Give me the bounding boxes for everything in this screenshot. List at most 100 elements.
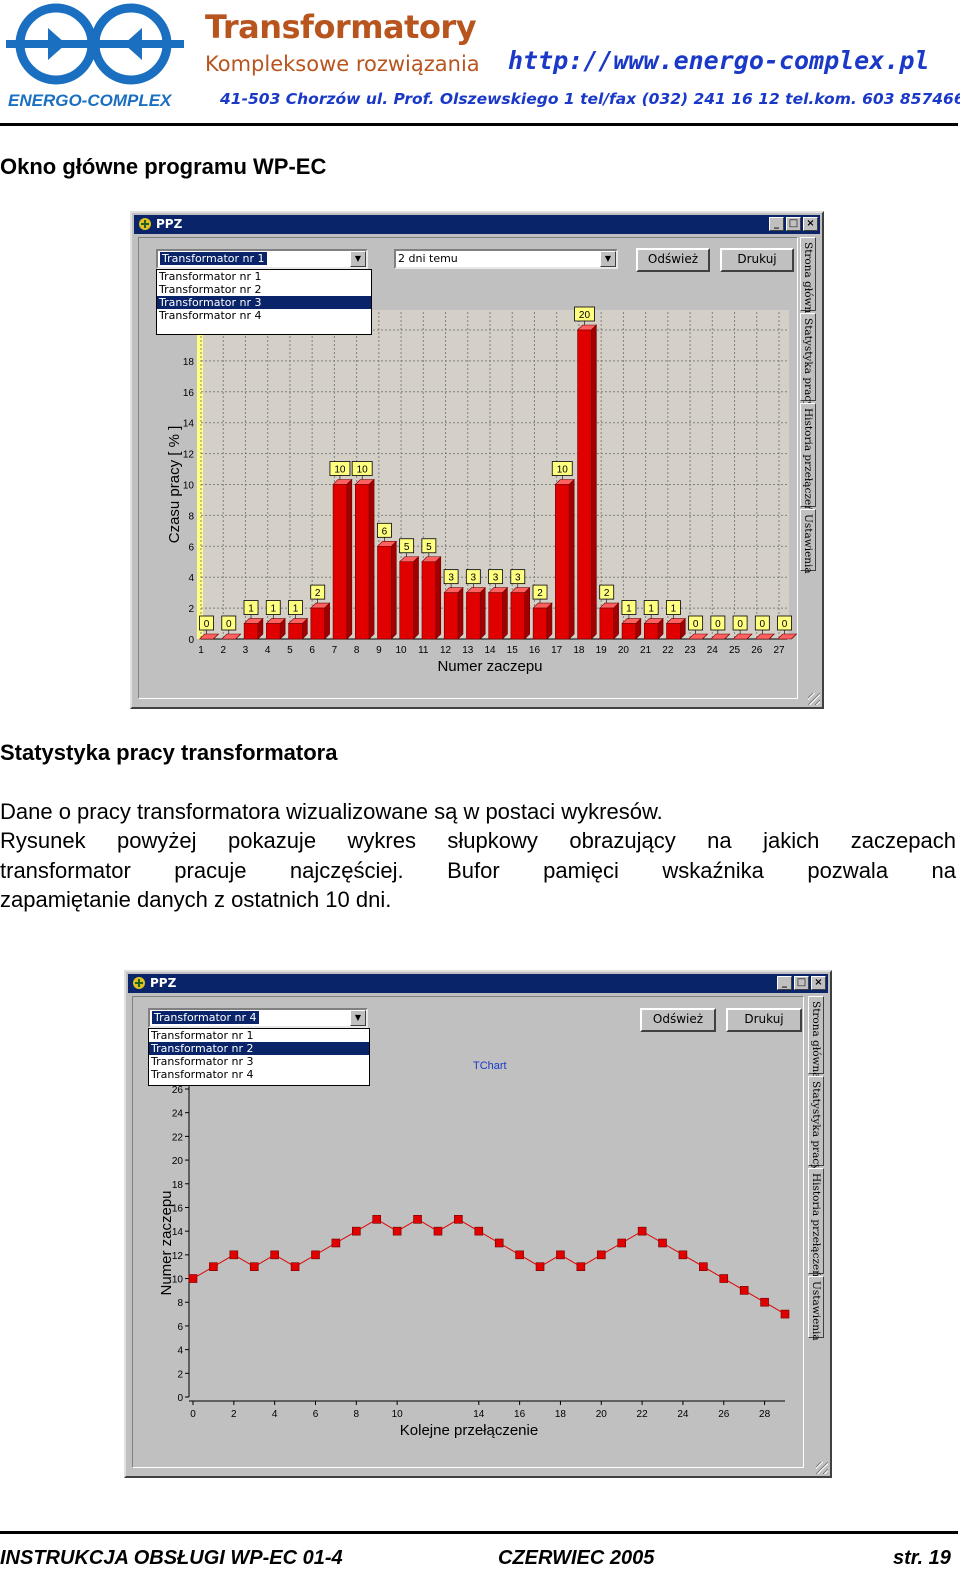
data-label-box — [377, 522, 392, 538]
tab-settings[interactable]: Ustawienia — [800, 509, 816, 574]
tab-history[interactable]: Historia przełączeń — [800, 403, 816, 512]
tab-label: Historia przełączeń — [810, 1173, 822, 1277]
tab-statistics[interactable]: Statystyka pracy — [808, 1076, 824, 1170]
close-button[interactable]: × — [803, 217, 818, 231]
x-tick-label: 1 — [198, 645, 204, 656]
y-tick-label: 14 — [183, 419, 195, 430]
ppz-window-statistics: PPZ _ □ × 024681012141618201234567891011… — [130, 211, 824, 709]
dropdown-item[interactable]: Transformator nr 2 — [149, 1042, 369, 1055]
tab-history[interactable]: Historia przełączeń — [808, 1168, 824, 1277]
data-point — [433, 1226, 443, 1236]
bar — [510, 592, 525, 640]
data-label-box — [643, 600, 659, 615]
bar — [266, 623, 281, 640]
bar-side — [235, 633, 241, 640]
window-titlebar: PPZ _ □ × — [134, 215, 820, 234]
chevron-down-icon[interactable]: ▼ — [600, 251, 616, 267]
bar — [643, 623, 659, 640]
data-label-box — [488, 569, 503, 585]
print-button[interactable]: Drukuj — [720, 248, 794, 272]
bar-side — [502, 586, 508, 640]
x-tick-label: 3 — [243, 645, 249, 656]
data-point — [576, 1262, 586, 1271]
x-tick-label: 10 — [392, 1409, 404, 1420]
bar — [399, 561, 414, 640]
y-tick-label: 4 — [177, 1346, 183, 1357]
bar-side — [546, 602, 553, 640]
data-label-box — [732, 615, 748, 631]
x-tick-label: 21 — [640, 645, 652, 656]
data-point — [249, 1262, 259, 1271]
y-tick-label: 10 — [183, 481, 195, 492]
x-tick-label: 16 — [529, 645, 541, 656]
data-label-box — [465, 569, 481, 585]
dropdown-item[interactable]: Transformator nr 3 — [157, 296, 371, 309]
transformer-select[interactable]: Transformator nr 1 ▼ — [156, 249, 368, 269]
tab-home[interactable]: Strona główna — [808, 996, 824, 1079]
chevron-down-icon[interactable]: ▼ — [350, 1010, 366, 1026]
data-point — [658, 1238, 667, 1248]
bar-chart: 0246810121416182012345678910111213141516… — [166, 306, 797, 675]
bar — [354, 484, 370, 640]
data-label-box — [443, 569, 459, 585]
resize-grip[interactable] — [816, 1462, 828, 1474]
x-tick-label: 7 — [332, 645, 338, 656]
bar — [421, 561, 437, 640]
bar-side — [568, 478, 575, 640]
bar-side — [368, 478, 375, 640]
period-select[interactable]: 2 dni temu ▼ — [394, 249, 618, 269]
website-link[interactable]: http://www.energo-complex.pl — [508, 46, 930, 75]
data-label: 0 — [760, 619, 766, 630]
data-label-box — [777, 615, 792, 631]
transformer-select[interactable]: Transformator nr 4 ▼ — [148, 1008, 368, 1028]
close-button[interactable]: × — [811, 976, 826, 990]
bar — [243, 623, 259, 640]
data-label: 0 — [715, 619, 721, 630]
y-tick-label: 6 — [188, 542, 194, 553]
x-tick-label: 18 — [555, 1409, 567, 1420]
bar-side — [413, 556, 419, 640]
x-tick-label: 20 — [618, 645, 630, 656]
resize-grip[interactable] — [808, 693, 820, 705]
minimize-button[interactable]: _ — [769, 217, 784, 231]
dropdown-item[interactable]: Transformator nr 4 — [151, 1068, 254, 1081]
dropdown-item[interactable]: Transformator nr 3 — [151, 1055, 254, 1068]
tab-home[interactable]: Strona główna — [800, 237, 816, 320]
company-address: 41-503 Chorzów ul. Prof. Olszewskiego 1 … — [220, 90, 960, 108]
dropdown-item[interactable]: Transformator nr 1 — [151, 1029, 254, 1042]
y-tick-label: 16 — [172, 1203, 184, 1214]
chevron-down-icon[interactable]: ▼ — [350, 251, 366, 267]
tab-statistics[interactable]: Statystyka pracy — [800, 313, 816, 407]
tab-settings[interactable]: Ustawienia — [808, 1276, 824, 1341]
series-line — [192, 1218, 786, 1315]
dropdown-item[interactable]: Transformator nr 1 — [159, 270, 262, 283]
maximize-button[interactable]: □ — [794, 976, 809, 990]
refresh-button[interactable]: Odśwież — [636, 248, 710, 272]
dropdown-item[interactable]: Transformator nr 2 — [159, 283, 262, 296]
paragraph-line: Rysunek powyżej pokazuje wykres słupkowy… — [0, 828, 956, 853]
ppz-window-history: PPZ _ □ × TChart 0 2 4 6 8 10 12 14 16 18 20 22 24 26 0… — [124, 970, 832, 1478]
y-tick-label: 10 — [172, 1275, 184, 1286]
app-icon — [133, 977, 145, 989]
x-tick-label: 23 — [685, 645, 697, 656]
y-tick-label: 8 — [177, 1298, 183, 1309]
bar-side — [769, 633, 775, 640]
minimize-button[interactable]: _ — [777, 976, 792, 990]
refresh-button[interactable]: Odśwież — [640, 1008, 716, 1032]
energo-complex-logo: ENERGO-COMPLEX — [6, 3, 184, 110]
y-tick-label: 4 — [188, 573, 194, 584]
dropdown-item[interactable]: Transformator nr 4 — [159, 309, 262, 322]
x-tick-label: 0 — [190, 1409, 196, 1420]
data-point — [719, 1274, 729, 1283]
x-tick-label: 6 — [313, 1409, 319, 1420]
transformer-dropdown-list[interactable]: Transformator nr 1 Transformator nr 2 Tr… — [156, 269, 372, 335]
maximize-button[interactable]: □ — [786, 217, 801, 231]
x-tick-label: 10 — [396, 645, 408, 656]
letterhead: ENERGO-COMPLEX Transformatory Kompleksow… — [0, 0, 960, 130]
paragraph-description: Rysunek powyżej pokazuje wykres słupkowy… — [0, 826, 956, 915]
print-button[interactable]: Drukuj — [726, 1008, 802, 1032]
data-point — [454, 1215, 463, 1224]
data-label: 1 — [648, 604, 654, 615]
data-point — [494, 1238, 504, 1248]
transformer-dropdown-list[interactable]: Transformator nr 1 Transformator nr 2 Tr… — [148, 1028, 370, 1086]
